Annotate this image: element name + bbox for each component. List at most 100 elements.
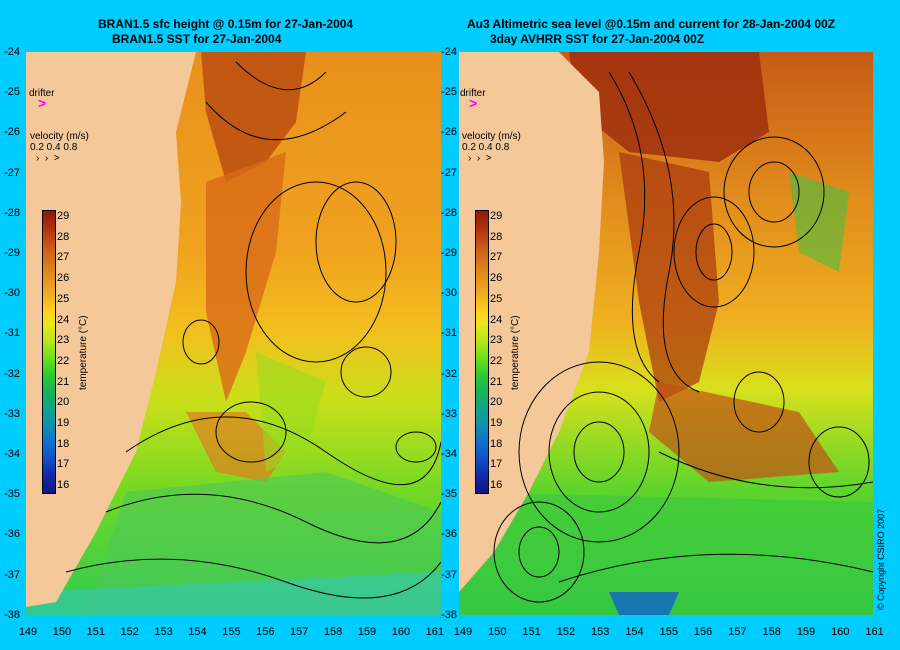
left-x-tick: 160	[391, 626, 411, 638]
left-y-tick: -29	[4, 247, 20, 259]
right-velocity-values: 0.2 0.4 0.8	[462, 142, 510, 153]
right-y-tick: -35	[441, 488, 457, 501]
right-x-tick: 157	[728, 626, 747, 638]
left-temperature-label: temperature (°C)	[78, 315, 89, 390]
right-x-tick: 151	[522, 626, 541, 638]
left-velocity-label: velocity (m/s)	[30, 131, 89, 142]
right-drifter-icon: >	[469, 95, 478, 111]
right-y-tick: -28	[441, 206, 457, 219]
copyright-text: © Copyright CSIRO 2007	[876, 508, 886, 610]
left-x-tick: 149	[18, 626, 38, 638]
right-title-1: Au3 Altimetric sea level @0.15m and curr…	[467, 17, 836, 31]
right-x-tick: 156	[693, 626, 713, 638]
left-x-tick: 151	[86, 626, 105, 638]
right-y-tick: -30	[441, 287, 457, 300]
left-x-tick: 157	[290, 626, 309, 638]
left-x-tick: 156	[256, 626, 275, 638]
colorbar-tick: 16	[57, 479, 70, 492]
left-y-tick: -37	[4, 568, 20, 581]
left-velocity-arrows: › › >	[36, 153, 60, 164]
colorbar-tick: 20	[490, 396, 503, 409]
colorbar-tick: 16	[490, 479, 503, 492]
left-y-tick: -36	[4, 528, 20, 541]
colorbar-tick: 19	[490, 417, 503, 429]
right-x-tick: 150	[488, 626, 507, 638]
left-y-tick: -38	[4, 608, 20, 621]
colorbar-tick: 25	[57, 292, 70, 305]
left-x-tick: 155	[222, 626, 241, 638]
colorbar-tick: 29	[57, 210, 70, 222]
right-x-tick: 161	[865, 626, 884, 638]
right-x-tick: 158	[762, 626, 781, 638]
right-x-tick: 149	[453, 626, 473, 638]
left-y-tick: -34	[4, 448, 20, 460]
right-velocity-label: velocity (m/s)	[462, 131, 521, 142]
colorbar-tick: 18	[57, 437, 70, 450]
left-y-tick: -24	[4, 46, 20, 58]
left-velocity-values: 0.2 0.4 0.8	[30, 142, 78, 153]
colorbar-tick: 29	[490, 210, 503, 222]
right-colorbar	[475, 210, 489, 494]
colorbar-tick: 19	[57, 417, 70, 429]
left-drifter-icon: >	[38, 95, 47, 111]
left-x-tick: 153	[154, 626, 173, 638]
colorbar-tick: 17	[490, 458, 503, 471]
colorbar-tick: 17	[57, 458, 70, 471]
left-y-tick: -26	[4, 126, 20, 139]
colorbar-tick: 22	[57, 354, 70, 367]
right-drifter-label: drifter	[460, 88, 486, 99]
left-y-tick: -32	[4, 367, 20, 380]
colorbar-tick: 28	[490, 230, 503, 243]
right-y-tick: -27	[441, 166, 457, 179]
colorbar-tick: 25	[490, 292, 503, 305]
colorbar-tick: 18	[490, 437, 503, 450]
right-y-tick: -33	[441, 407, 457, 420]
colorbar-tick: 26	[57, 272, 70, 285]
right-x-tick: 160	[831, 626, 850, 638]
colorbar-tick: 24	[490, 313, 503, 326]
right-y-tick: -24	[441, 46, 457, 58]
colorbar-tick: 28	[57, 230, 70, 243]
left-title-2: BRAN1.5 SST for 27-Jan-2004	[112, 32, 282, 46]
right-x-tick: 153	[591, 626, 610, 638]
left-drifter-label: drifter	[29, 88, 55, 99]
left-y-tick: -30	[4, 287, 20, 300]
right-y-tick: -26	[441, 126, 457, 139]
left-y-tick: -28	[4, 206, 20, 219]
right-title-2: 3day AVHRR SST for 27-Jan-2004 00Z	[490, 32, 705, 46]
right-y-tick: -31	[441, 327, 457, 340]
left-title-1: BRAN1.5 sfc height @ 0.15m for 27-Jan-20…	[98, 17, 354, 31]
left-y-tick: -27	[4, 166, 20, 179]
colorbar-tick: 22	[490, 354, 503, 367]
right-temperature-label: temperature (°C)	[510, 315, 521, 390]
right-y-tick: -36	[441, 528, 457, 541]
right-y-tick: -37	[441, 568, 457, 581]
right-x-tick: 154	[625, 626, 644, 638]
left-x-tick: 150	[52, 626, 72, 638]
right-x-tick: 159	[796, 626, 816, 638]
colorbar-tick: 27	[490, 251, 503, 264]
colorbar-tick: 20	[57, 396, 70, 409]
right-y-tick: -38	[441, 608, 457, 621]
colorbar-tick: 23	[490, 334, 503, 347]
right-x-tick: 155	[659, 626, 678, 638]
left-y-tick: -33	[4, 407, 20, 420]
right-velocity-arrows: › › >	[468, 153, 492, 164]
colorbar-tick: 26	[490, 272, 503, 285]
colorbar-tick: 27	[57, 251, 70, 264]
right-y-tick: -29	[441, 247, 457, 259]
left-colorbar	[42, 210, 56, 494]
right-map-panel	[459, 52, 873, 615]
left-x-tick: 161	[425, 626, 444, 638]
right-sst-map	[459, 52, 873, 615]
right-y-tick: -34	[441, 448, 457, 460]
left-map-panel	[26, 52, 441, 615]
left-x-tick: 159	[357, 626, 377, 638]
left-y-tick: -35	[4, 488, 20, 501]
colorbar-tick: 21	[490, 375, 503, 388]
left-x-tick: 158	[323, 626, 343, 638]
left-sst-map	[26, 52, 441, 615]
colorbar-tick: 23	[57, 334, 70, 347]
right-y-tick: -25	[441, 86, 457, 99]
left-y-tick: -31	[4, 327, 20, 340]
